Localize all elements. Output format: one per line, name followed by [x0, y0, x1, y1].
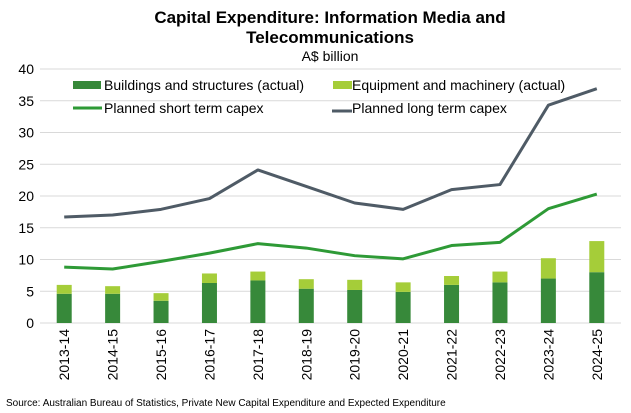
- line-planned-long-term: [64, 87, 598, 219]
- bar-equipment: [395, 282, 411, 292]
- bar-equipment: [298, 279, 314, 289]
- bar-equipment: [492, 271, 508, 283]
- bar-buildings: [201, 282, 217, 323]
- x-tick-label: 2014-15: [105, 329, 121, 381]
- bar-equipment: [56, 284, 72, 294]
- bar-buildings: [105, 293, 121, 323]
- y-tick-label: 25: [18, 156, 34, 172]
- chart-title-line-2: Telecommunications: [246, 28, 414, 47]
- legend-label-equipment: Equipment and machinery (actual): [352, 77, 565, 93]
- bar-buildings: [56, 293, 72, 323]
- x-tick-label: 2016-17: [201, 329, 217, 381]
- x-tick-label: 2022-23: [492, 329, 508, 381]
- y-tick-label: 15: [18, 220, 34, 236]
- bar-buildings: [540, 278, 556, 323]
- source-note: Source: Australian Bureau of Statistics,…: [6, 398, 446, 409]
- y-tick-label: 30: [18, 125, 34, 141]
- bar-buildings: [492, 282, 508, 323]
- bar-buildings: [153, 300, 169, 323]
- x-tick-label: 2020-21: [395, 329, 411, 381]
- y-tick-label: 20: [18, 188, 34, 204]
- x-tick-label: 2015-16: [153, 329, 169, 381]
- bar-buildings: [298, 288, 314, 323]
- chart-subtitle: A$ billion: [302, 48, 359, 64]
- x-tick-label: 2017-18: [250, 329, 266, 381]
- legend-swatch-buildings: [73, 81, 101, 89]
- y-tick-label: 35: [18, 93, 34, 109]
- bar-buildings: [589, 272, 605, 323]
- bar-equipment: [105, 286, 121, 294]
- bar-equipment: [444, 276, 460, 285]
- bar-equipment: [153, 293, 169, 301]
- x-tick-label: 2013-14: [56, 329, 72, 381]
- bar-equipment: [540, 258, 556, 279]
- y-tick-label: 0: [26, 315, 34, 331]
- y-tick-label: 5: [26, 283, 34, 299]
- y-tick-label: 40: [18, 61, 34, 77]
- legend: Buildings and structures (actual) Equipm…: [73, 77, 565, 116]
- x-tick-label: 2024-25: [589, 329, 605, 381]
- x-tick-label: 2021-22: [444, 329, 460, 381]
- bar-buildings: [250, 280, 266, 323]
- bar-buildings: [395, 291, 411, 323]
- legend-label-long-term: Planned long term capex: [352, 100, 507, 116]
- y-tick-label: 10: [18, 252, 34, 268]
- bar-buildings: [347, 289, 363, 323]
- legend-label-buildings: Buildings and structures (actual): [104, 77, 304, 93]
- chart-title-line-1: Capital Expenditure: Information Media a…: [154, 8, 505, 27]
- line-planned-short-term: [64, 192, 598, 271]
- legend-swatch-equipment: [333, 81, 352, 89]
- bar-equipment: [250, 271, 266, 281]
- x-tick-label: 2023-24: [540, 329, 556, 381]
- x-tick-label: 2019-20: [347, 329, 363, 381]
- bar-equipment: [347, 279, 363, 290]
- bar-buildings: [444, 284, 460, 323]
- x-tick-label: 2018-19: [298, 329, 314, 381]
- bar-equipment: [201, 273, 217, 283]
- legend-label-short-term: Planned short term capex: [104, 100, 264, 116]
- bar-equipment: [589, 241, 605, 273]
